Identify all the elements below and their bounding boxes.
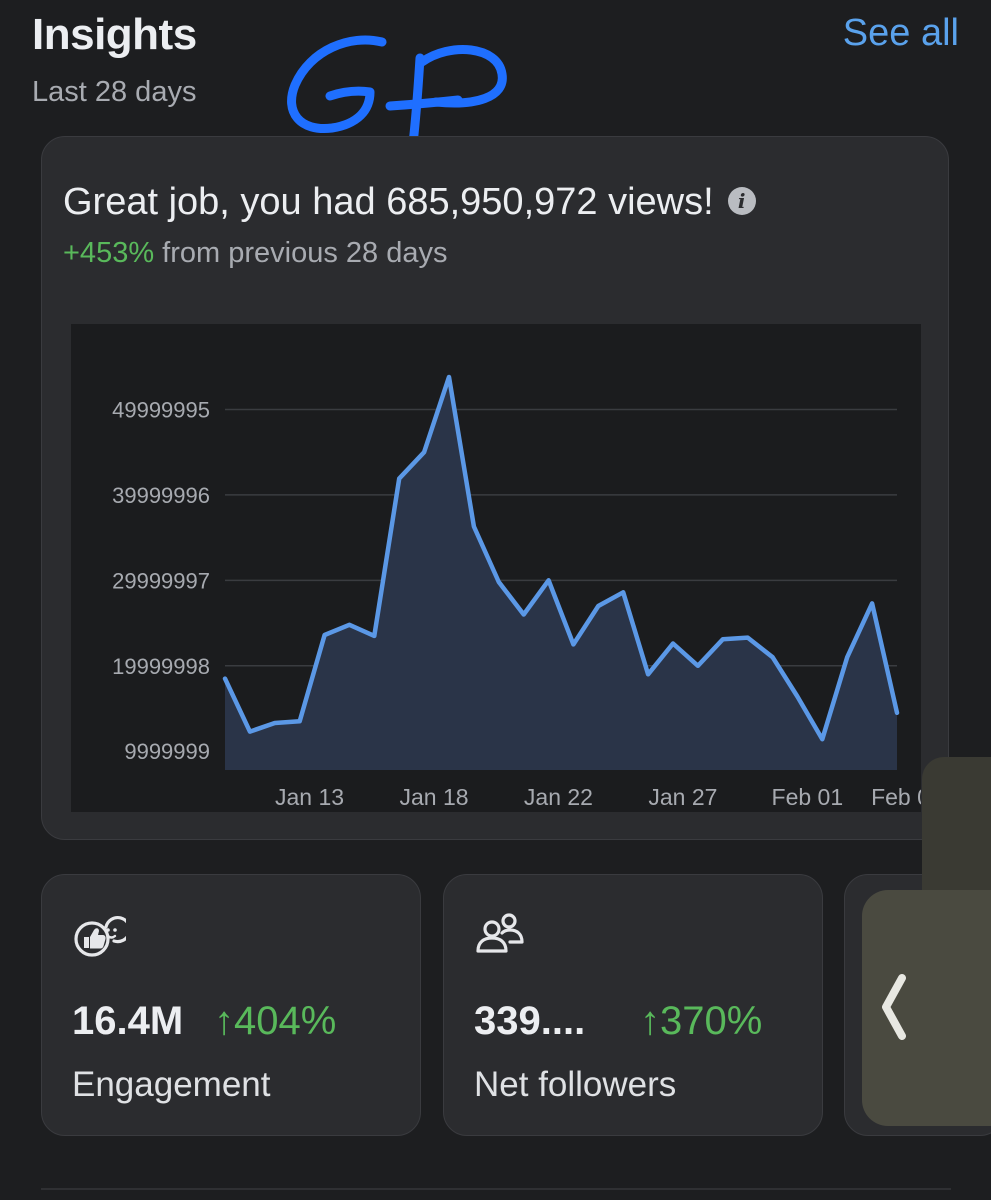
views-change-percent: +453% (63, 237, 155, 269)
views-change: +453% from previous 28 days (63, 237, 447, 270)
x-tick-label: Feb 05 (871, 784, 921, 810)
engagement-card[interactable]: 16.4M ↑404% Engagement (41, 874, 421, 1136)
x-tick-label: Jan 18 (399, 784, 468, 810)
chart-x-ticks: Jan 13 Jan 18 Jan 22 Jan 27 Feb 01 Feb 05 (275, 784, 921, 810)
net-followers-change: ↑370% (640, 999, 763, 1043)
collapse-handle-button[interactable] (862, 890, 991, 1126)
info-icon[interactable]: i (727, 187, 756, 215)
net-followers-card[interactable]: 339.... ↑370% Net followers (443, 874, 823, 1136)
net-followers-value: 339.... (474, 999, 586, 1043)
engagement-value: 16.4M (72, 999, 184, 1043)
views-headline-text: Great job, you had 685,950,972 views! (63, 181, 714, 223)
views-summary-card[interactable]: Great job, you had 685,950,972 views! i +… (41, 136, 949, 840)
views-change-suffix: from previous 28 days (154, 237, 448, 269)
x-tick-label: Jan 27 (648, 784, 717, 810)
page-title: Insights (32, 10, 197, 59)
date-range-label: Last 28 days (32, 76, 197, 108)
y-tick-label: 19999998 (112, 654, 210, 679)
engagement-label: Engagement (72, 1065, 271, 1104)
engagement-icon (74, 916, 126, 957)
chart-y-ticks: 9999999 19999998 29999997 39999996 49999995 (112, 397, 210, 764)
x-tick-label: Feb 01 (772, 784, 844, 810)
followers-icon (476, 913, 524, 953)
chevron-left-icon (882, 974, 906, 1040)
net-followers-label: Net followers (474, 1065, 677, 1104)
views-area-fill (225, 377, 897, 770)
x-tick-label: Jan 22 (524, 784, 593, 810)
engagement-change: ↑404% (214, 999, 337, 1043)
y-tick-label: 49999995 (112, 397, 210, 422)
views-chart[interactable]: 9999999 19999998 29999997 39999996 49999995 … (71, 324, 921, 812)
see-all-link[interactable]: See all (842, 12, 959, 54)
views-headline: Great job, you had 685,950,972 views! i (63, 181, 756, 224)
chart-area (222, 374, 900, 770)
y-tick-label: 29999997 (112, 568, 210, 593)
section-divider (41, 1188, 951, 1190)
y-tick-label: 39999996 (112, 483, 210, 508)
side-panel-tab (922, 757, 991, 897)
views-series-line (222, 374, 900, 742)
views-chart-svg: 999999919999998299999973999999649999995 … (112, 374, 921, 810)
y-tick-label: 9999999 (124, 739, 210, 764)
x-tick-label: Jan 13 (275, 784, 344, 810)
